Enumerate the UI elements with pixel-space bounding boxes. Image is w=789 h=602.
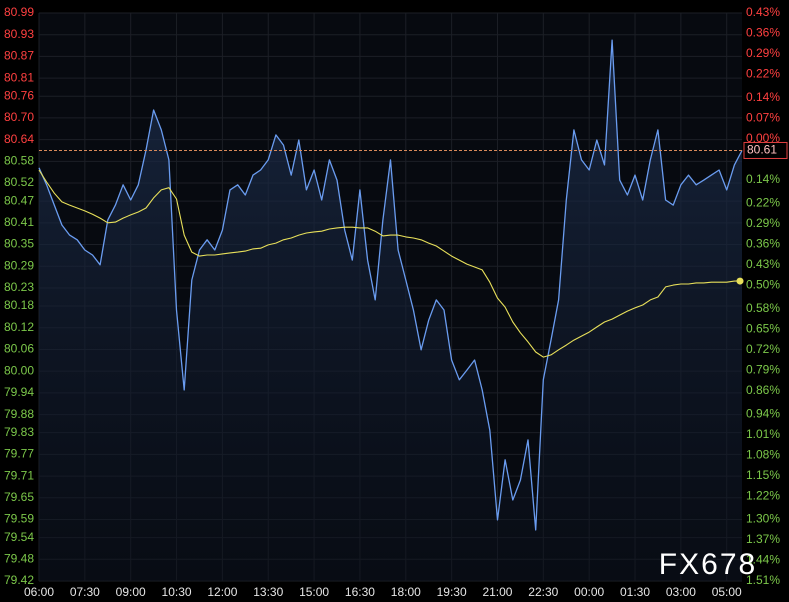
y-tick-label: 79.54 <box>4 530 34 544</box>
y2-tick-label: 1.08% <box>746 447 780 461</box>
y-tick-label: 80.81 <box>4 70 34 84</box>
y2-tick-label: 0.94% <box>746 406 780 420</box>
y-tick-label: 80.06 <box>4 342 34 356</box>
y2-tick-label: 1.30% <box>746 512 780 526</box>
x-tick-label: 05:00 <box>712 585 742 599</box>
y-tick-label: 79.88 <box>4 407 34 421</box>
y-tick-label: 80.47 <box>4 193 34 207</box>
y-tick-label: 80.00 <box>4 363 34 377</box>
y-tick-label: 80.76 <box>4 88 34 102</box>
y2-tick-label: 0.29% <box>746 46 780 60</box>
y2-tick-label: 0.29% <box>746 216 780 230</box>
y-tick-label: 79.71 <box>4 468 34 482</box>
y2-tick-label: 0.50% <box>746 277 780 291</box>
x-tick-label: 01:30 <box>620 585 650 599</box>
y2-tick-label: 1.37% <box>746 532 780 546</box>
y-tick-label: 80.23 <box>4 280 34 294</box>
x-tick-label: 16:30 <box>345 585 375 599</box>
y-tick-label: 80.58 <box>4 154 34 168</box>
y2-tick-label: 0.36% <box>746 26 780 40</box>
y2-tick-label: 1.01% <box>746 427 780 441</box>
y2-tick-label: 0.14% <box>746 172 780 186</box>
y2-tick-label: 0.00% <box>746 131 780 145</box>
average-end-dot <box>736 277 744 285</box>
x-tick-label: 13:30 <box>253 585 283 599</box>
x-tick-label: 03:00 <box>666 585 696 599</box>
y2-tick-label: 0.36% <box>746 236 780 250</box>
watermark: FX678 <box>659 548 757 581</box>
y-tick-label: 80.12 <box>4 320 34 334</box>
y-tick-label: 79.59 <box>4 512 34 526</box>
y-tick-label: 80.70 <box>4 110 34 124</box>
y-tick-label: 80.87 <box>4 49 34 63</box>
last-price-label: 80.61 <box>747 143 777 157</box>
labels: 80.99 80.93 80.87 80.81 80.76 80.70 80.64 80.58… <box>4 5 788 599</box>
x-tick-label: 22:30 <box>528 585 558 599</box>
x-tick-label: 06:00 <box>24 585 54 599</box>
y-tick-label: 80.18 <box>4 298 34 312</box>
y-tick-label: 79.65 <box>4 490 34 504</box>
y-tick-label: 79.48 <box>4 551 34 565</box>
x-tick-label: 12:00 <box>207 585 237 599</box>
x-tick-label: 19:30 <box>437 585 467 599</box>
y-tick-label: 79.83 <box>4 425 34 439</box>
y2-tick-label: 0.65% <box>746 321 780 335</box>
y2-tick-label: 0.43% <box>746 5 780 19</box>
y2-tick-label: 0.22% <box>746 195 780 209</box>
y-tick-label: 80.99 <box>4 5 34 19</box>
x-tick-label: 09:00 <box>116 585 146 599</box>
y2-tick-label: 0.58% <box>746 301 780 315</box>
x-tick-label: 00:00 <box>574 585 604 599</box>
y2-tick-label: 1.51% <box>746 573 780 587</box>
y2-tick-label: 0.86% <box>746 383 780 397</box>
y-tick-label: 80.52 <box>4 175 34 189</box>
y2-tick-label: 0.22% <box>746 67 780 81</box>
y-tick-label: 80.64 <box>4 132 34 146</box>
y2-tick-label: 0.79% <box>746 362 780 376</box>
y-tick-label: 80.29 <box>4 258 34 272</box>
x-tick-label: 07:30 <box>70 585 100 599</box>
y2-tick-label: 1.44% <box>746 553 780 567</box>
y2-tick-label: 0.07% <box>746 111 780 125</box>
average-line <box>38 169 742 358</box>
y2-tick-label: 1.15% <box>746 468 780 482</box>
x-tick-label: 10:30 <box>162 585 192 599</box>
y2-tick-label: 0.14% <box>746 90 780 104</box>
y2-tick-label: 1.22% <box>746 488 780 502</box>
y-tick-label: 79.94 <box>4 385 34 399</box>
x-tick-label: 21:00 <box>482 585 512 599</box>
y2-tick-label: 0.72% <box>746 342 780 356</box>
last-price-box <box>743 141 788 159</box>
y-tick-label: 79.42 <box>4 573 34 587</box>
y2-tick-label: 0.43% <box>746 257 780 271</box>
plot <box>38 39 744 582</box>
x-tick-label: 18:00 <box>391 585 421 599</box>
x-tick-label: 15:00 <box>299 585 329 599</box>
y-tick-label: 79.77 <box>4 447 34 461</box>
price-area <box>39 40 742 582</box>
y-tick-label: 80.93 <box>4 27 34 41</box>
y-tick-label: 80.41 <box>4 215 34 229</box>
y-tick-label: 80.35 <box>4 237 34 251</box>
price-line <box>38 39 743 531</box>
